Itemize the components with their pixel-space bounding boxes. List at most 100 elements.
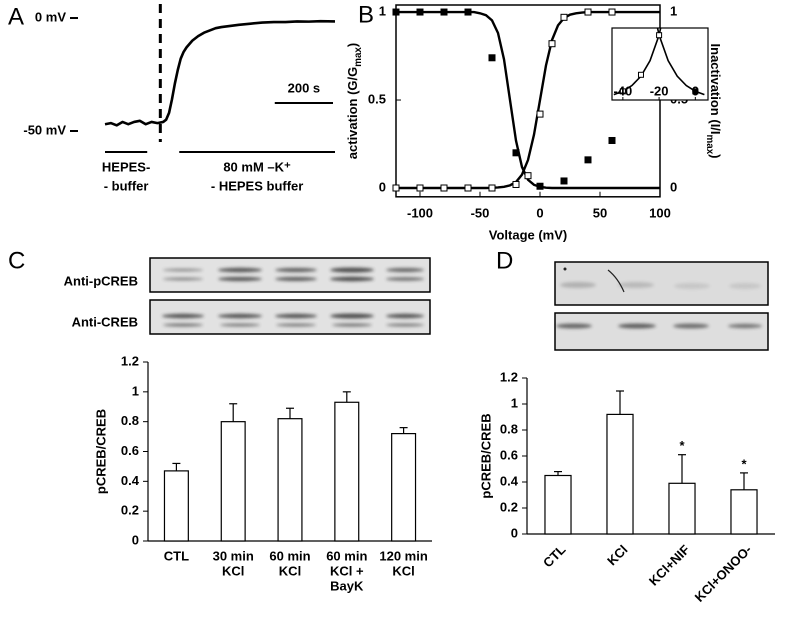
panel-label: A [8, 3, 24, 30]
y-tick-label: 0.2 [121, 503, 139, 518]
significance-mark: * [679, 438, 685, 453]
y-tick-label: 0.6 [500, 447, 518, 462]
x-tick-label: BayK [330, 578, 364, 593]
data-point [619, 88, 626, 95]
axis-label: Inactivation (I/Imax) [704, 44, 722, 159]
y-tick-label: 0.8 [121, 413, 139, 428]
plot-frame [395, 4, 661, 198]
bar [544, 474, 572, 535]
x-tick-label: -50 [471, 205, 490, 220]
axis-label-part: ) [708, 154, 723, 158]
x-tick-label: -20 [650, 83, 669, 98]
y-axis-label: pCREB/CREB [93, 409, 108, 494]
y-tick-label: 1 [379, 3, 386, 18]
data-point [512, 149, 520, 157]
blot-label: Anti-pCREB [64, 273, 138, 288]
y-tick-label: 1 [511, 395, 518, 410]
x-axis-label: Voltage (mV) [489, 227, 568, 242]
data-point [512, 180, 520, 188]
x-tick-label: KCl [222, 563, 244, 578]
fit-line [396, 10, 660, 190]
x-tick-label: KCl + [330, 563, 364, 578]
data-point [464, 8, 472, 16]
x-tick-label: CTL [540, 542, 569, 571]
bar [391, 433, 417, 542]
x-tick-label: KCl [279, 563, 301, 578]
x-tick-label: 60 min [269, 548, 310, 563]
data-point [584, 8, 592, 16]
bar [730, 489, 758, 535]
bar [220, 421, 246, 542]
blot-c [149, 257, 431, 335]
x-tick-label: 60 min [326, 548, 367, 563]
data-point [392, 184, 400, 192]
condition-label: 80 mM –K⁺ [223, 159, 291, 174]
x-tick-label: KCl+ONOO- [692, 542, 755, 605]
data-point [464, 184, 472, 192]
scale-bar-label: 200 s [288, 80, 321, 95]
x-tick-label: 100 [649, 205, 671, 220]
axis-label-part: activation (G/G [345, 67, 360, 159]
bar [334, 401, 360, 542]
condition-label: - buffer [104, 178, 149, 193]
data-point [560, 177, 568, 185]
data-point [692, 88, 699, 95]
data-point [536, 182, 544, 190]
condition-label: HEPES- [102, 159, 150, 174]
data-point [584, 156, 592, 164]
y-tick-label: 1.2 [500, 369, 518, 384]
trace-line [104, 19, 336, 127]
y-tick-label: 0 [132, 532, 139, 547]
data-point [440, 8, 448, 16]
data-point [416, 184, 424, 192]
x-tick-label: 0 [692, 83, 699, 98]
bar [668, 482, 696, 535]
x-tick-label: 30 min [213, 548, 254, 563]
axis-label-sub: max [353, 47, 364, 67]
axis-label-sub: max [704, 135, 715, 155]
y-tick-label: 1.2 [121, 353, 139, 368]
x-tick-label: 50 [593, 205, 607, 220]
y-tick-label: -50 mV [23, 122, 66, 137]
y-tick-label: 0 [511, 525, 518, 540]
condition-label: - HEPES buffer [211, 178, 303, 193]
x-tick-label: 0 [536, 205, 543, 220]
y-tick-label: 0.8 [500, 421, 518, 436]
axis-label-part: ) [345, 43, 360, 47]
data-point [536, 110, 544, 118]
bar [163, 470, 189, 542]
y-tick-label: 0.2 [500, 499, 518, 514]
x-tick-label: KCl [604, 542, 630, 568]
blot-d [554, 261, 769, 351]
data-point [488, 54, 496, 62]
data-point [608, 136, 616, 144]
data-point [488, 184, 496, 192]
x-tick-label: -40 [613, 83, 632, 98]
y-tick-label: 0 mV [35, 9, 66, 24]
data-point [656, 32, 663, 39]
fit-line [396, 10, 660, 190]
y-tick-label: 0.5 [368, 91, 386, 106]
data-point [416, 8, 424, 16]
panel-label: C [8, 247, 25, 274]
data-point [637, 71, 644, 78]
y-tick-label: 0.6 [121, 443, 139, 458]
significance-mark: * [741, 456, 747, 471]
panel-label: B [358, 1, 374, 28]
y2-tick-label: 1 [670, 3, 677, 18]
y-tick-label: 0.4 [121, 473, 140, 488]
x-tick-label: CTL [164, 548, 189, 563]
y-axis-label: pCREB/CREB [478, 413, 493, 498]
x-tick-label: -100 [407, 205, 433, 220]
axis-label-part: Inactivation (I/I [708, 44, 723, 135]
data-point [392, 8, 400, 16]
y-tick-label: 0 [379, 179, 386, 194]
data-point [608, 8, 616, 16]
y-tick-label: 0.4 [500, 473, 519, 488]
axis-label: activation (G/Gmax) [345, 43, 363, 159]
x-tick-label: KCl [392, 563, 414, 578]
data-point [440, 184, 448, 192]
blot-label: Anti-CREB [72, 314, 138, 329]
x-tick-label: KCl+NIF [646, 542, 693, 589]
